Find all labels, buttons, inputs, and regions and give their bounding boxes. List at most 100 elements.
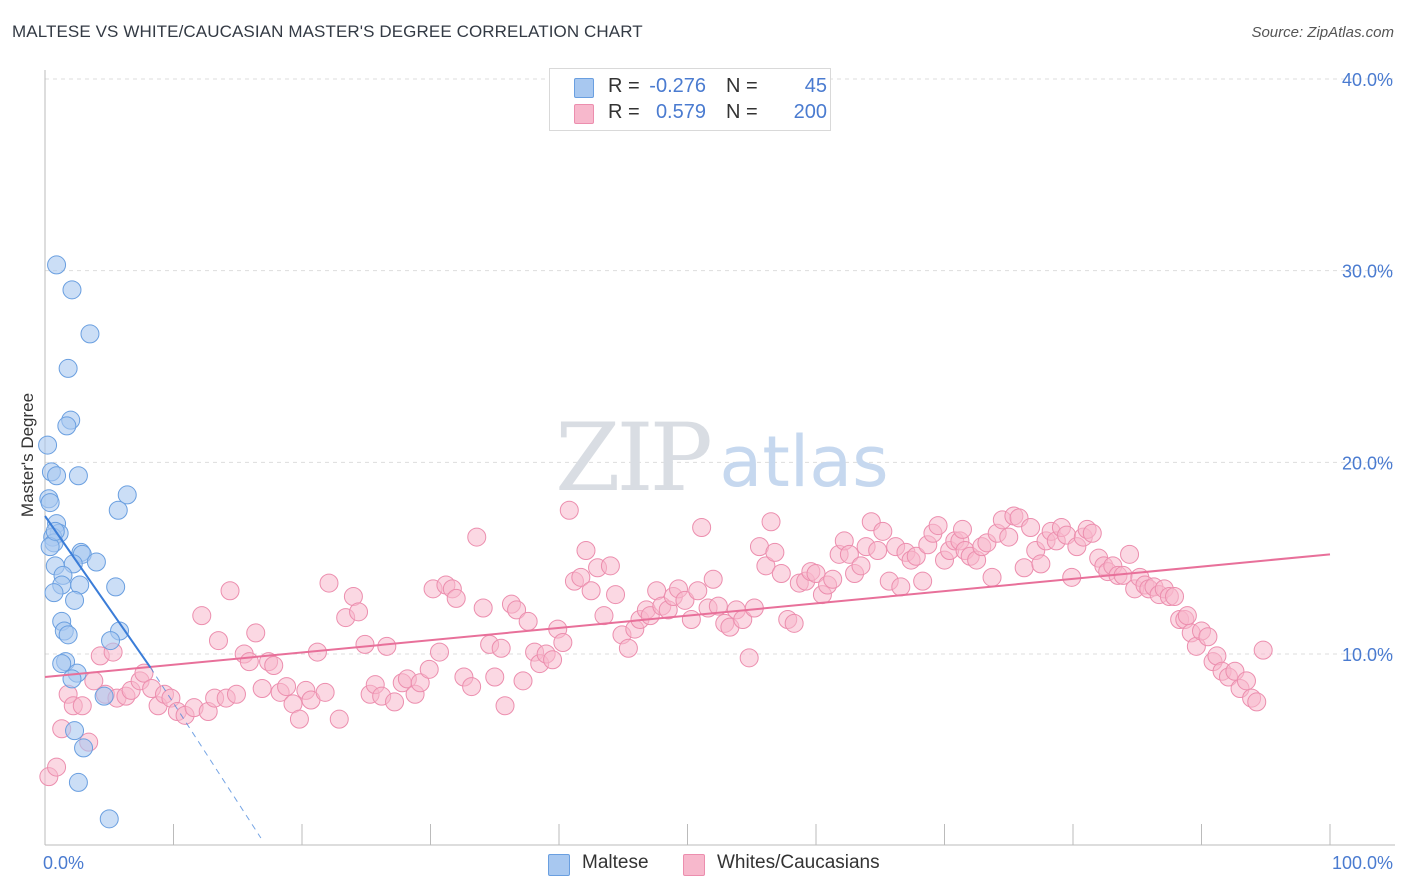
maltese-point [38,435,58,455]
maltese-point [52,654,72,674]
y-tick-label: 10.0% [1342,645,1393,665]
whites-point [467,527,487,547]
maltese-point [40,493,60,513]
whites-point [446,588,466,608]
whites-point [913,571,933,591]
series-swatch-maltese [548,854,570,876]
y-tick-label: 20.0% [1342,453,1393,473]
maltese-point [74,738,94,758]
whites-point [675,590,695,610]
maltese-point [101,631,121,651]
whites-point [1165,587,1185,606]
whites-point [277,677,297,697]
legend-r-label: R = [608,75,640,97]
series-label-whites: Whites/Caucasians [717,852,880,873]
whites-point [606,585,626,605]
whites-point [784,613,804,633]
whites-point [513,671,533,691]
whites-point [473,598,493,618]
whites-point [47,757,67,777]
whites-point [600,556,620,576]
y-tick-label: 30.0% [1342,262,1393,282]
legend-r-value: -0.276 [649,75,706,97]
whites-point [576,541,596,560]
whites-trend-line [44,553,1331,678]
whites-point [891,577,911,597]
maltese-point [44,583,64,603]
whites-point [410,673,430,693]
whites-point [246,623,266,643]
whites-point [906,546,926,566]
whites-point [823,569,843,589]
tick-labels: 10.0% 20.0% 30.0% 40.0% 0.0% 100.0% [43,70,1393,873]
watermark: ZIP atlas [555,404,888,513]
maltese-point [47,466,67,486]
whites-point [192,606,212,626]
whites-point [252,679,272,698]
whites-point [315,682,335,702]
maltese-point [117,485,137,505]
maltese-point [86,552,106,572]
whites-point [1253,640,1273,660]
maltese-point [65,721,85,741]
whites-point [289,709,309,729]
maltese-point [58,625,78,645]
whites-point [429,642,449,662]
whites-point [349,602,369,622]
whites-point [692,518,712,537]
maltese-point [94,686,114,706]
whites-point [462,677,482,697]
y-axis-label: Master's Degree [18,393,37,517]
whites-point [1021,518,1041,537]
maltese-point [68,772,88,792]
maltese-point [62,280,82,300]
whites-point [72,696,92,716]
maltese-point [57,416,77,436]
maltese-trend-extension [149,667,262,839]
whites-point [220,581,240,601]
legend-r-label: R = [608,101,640,123]
maltese-point [106,577,126,597]
whites-point [385,692,405,712]
maltese-point [80,324,100,344]
whites-point [765,542,785,562]
whites-points [39,500,1273,787]
series-label-maltese: Maltese [582,852,649,873]
legend-n-label: N = [726,75,758,97]
whites-point [419,659,439,679]
whites-point [952,519,972,539]
whites-point [868,541,888,560]
whites-point [1177,606,1197,626]
maltese-point [47,255,67,275]
whites-point [329,709,349,729]
whites-point [703,569,723,589]
whites-point [839,544,859,564]
whites-point [226,684,246,704]
whites-point [1082,523,1102,543]
trend-lines [44,515,1331,839]
whites-point [708,596,728,616]
chart-title: MALTESE VS WHITE/CAUCASIAN MASTER'S DEGR… [12,22,643,41]
whites-point [239,652,259,672]
whites-point [873,521,893,541]
series-swatch-whites [683,854,705,876]
whites-point [518,611,538,631]
whites-point [355,634,375,654]
maltese-trend-line [44,515,152,668]
axes [44,70,1395,846]
source-credit: Source: ZipAtlas.com [1251,24,1394,41]
x-tick-label: 0.0% [43,853,84,873]
whites-point [1120,544,1140,564]
whites-point [999,527,1019,547]
whites-point [594,606,614,626]
legend-n-label: N = [726,101,758,123]
whites-point [688,581,708,601]
whites-point [928,516,948,536]
whites-point [208,631,228,651]
maltese-point [108,500,128,520]
y-tick-label: 40.0% [1342,70,1393,90]
legend-n-value: 45 [804,75,827,97]
watermark-zip: ZIP [555,404,709,513]
x-tick-label: 100.0% [1332,853,1393,873]
whites-point [491,638,511,658]
